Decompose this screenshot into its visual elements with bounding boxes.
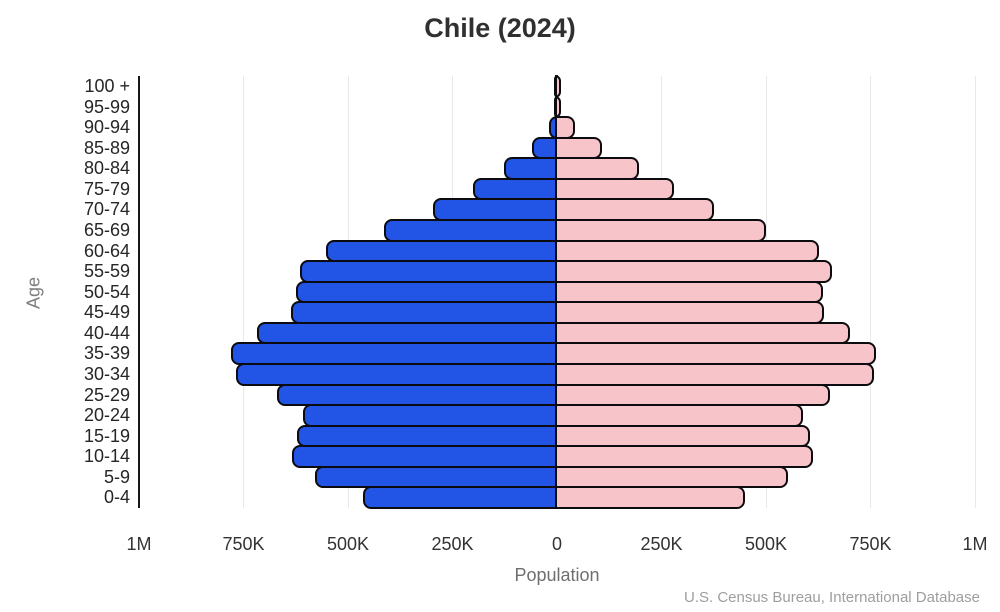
y-tick-label: 20-24 — [83, 405, 130, 426]
bar-male-75-79[interactable] — [472, 177, 557, 201]
y-tick-label: 75-79 — [83, 178, 130, 199]
bar-male-65-69[interactable] — [383, 219, 557, 242]
y-tick-label: 65-69 — [83, 220, 130, 240]
bar-male-45-49[interactable] — [291, 301, 557, 324]
bar-female-20-24[interactable] — [555, 404, 803, 427]
gridline — [974, 76, 976, 508]
x-tick-label: 250K — [431, 534, 474, 554]
bar-female-95-99[interactable] — [555, 95, 562, 119]
x-tick-label: 250K — [640, 534, 683, 554]
y-tick-label: 35-39 — [83, 343, 130, 364]
y-axis-line — [138, 76, 140, 508]
x-tick-label: 1M — [962, 534, 988, 554]
bar-male-50-54[interactable] — [296, 280, 557, 304]
bar-male-35-39[interactable] — [230, 342, 557, 365]
y-tick-label: 30-34 — [83, 364, 130, 384]
bar-female-30-34[interactable] — [555, 363, 874, 386]
bar-male-15-19[interactable] — [297, 424, 557, 448]
x-tick-label: 500K — [744, 534, 788, 554]
bar-female-70-74[interactable] — [555, 198, 715, 221]
bar-male-0-4[interactable] — [362, 486, 557, 509]
source-attribution: U.S. Census Bureau, International Databa… — [683, 589, 980, 606]
y-tick-label: 40-44 — [83, 322, 130, 343]
y-tick-label: 80-84 — [83, 158, 130, 179]
bar-male-85-89[interactable] — [531, 136, 557, 160]
bar-male-30-34[interactable] — [235, 363, 557, 386]
x-tick-label: 1M — [126, 534, 152, 554]
bar-female-50-54[interactable] — [555, 280, 823, 304]
bar-male-55-59[interactable] — [299, 260, 557, 283]
y-tick-label: 70-74 — [83, 199, 130, 220]
x-tick-label: 750K — [222, 534, 265, 554]
y-tick-label: 60-64 — [83, 240, 130, 261]
bar-female-85-89[interactable] — [555, 136, 603, 160]
bar-male-5-9[interactable] — [315, 465, 557, 489]
plot-area — [138, 75, 976, 509]
bar-female-100+[interactable] — [555, 75, 561, 98]
y-tick-label: 85-89 — [83, 137, 130, 158]
x-axis-title: Population — [514, 565, 600, 585]
y-tick-label: 100 + — [84, 76, 130, 96]
y-tick-label: 90-94 — [83, 117, 130, 138]
bar-female-25-29[interactable] — [555, 383, 830, 407]
bar-male-25-29[interactable] — [277, 383, 557, 407]
x-tick-label: 500K — [326, 534, 370, 554]
bar-female-80-84[interactable] — [555, 157, 639, 180]
bar-female-65-69[interactable] — [555, 219, 766, 242]
y-tick-label: 50-54 — [83, 281, 130, 302]
bar-female-5-9[interactable] — [555, 465, 789, 489]
bar-female-60-64[interactable] — [555, 239, 820, 263]
bar-female-45-49[interactable] — [555, 301, 825, 324]
bar-female-0-4[interactable] — [555, 486, 746, 509]
y-tick-label: 95-99 — [83, 96, 130, 117]
bar-male-20-24[interactable] — [303, 404, 557, 427]
y-tick-label: 10-14 — [83, 446, 130, 467]
y-tick-label: 55-59 — [83, 261, 130, 282]
y-tick-label: 0-4 — [103, 487, 130, 508]
gridline — [870, 76, 871, 508]
y-axis-tick-labels: 100 +95-99 90-94 85-89 80-84 75-79 70-74 65-69… — [0, 76, 130, 508]
chart-title: Chile (2024) — [424, 13, 576, 43]
bar-female-75-79[interactable] — [555, 177, 675, 201]
gridline — [243, 76, 244, 508]
bar-female-15-19[interactable] — [555, 424, 810, 448]
y-tick-label: 5-9 — [103, 466, 130, 487]
x-tick-label: 750K — [849, 534, 892, 554]
bar-female-55-59[interactable] — [555, 260, 833, 283]
y-tick-label: 15-19 — [83, 425, 130, 446]
x-tick-label: 0 — [551, 534, 562, 554]
y-tick-label: 45-49 — [83, 302, 130, 323]
bar-female-40-44[interactable] — [555, 321, 851, 345]
bar-female-10-14[interactable] — [555, 445, 814, 468]
bar-male-80-84[interactable] — [503, 157, 557, 180]
bar-female-35-39[interactable] — [555, 342, 876, 365]
bar-male-10-14[interactable] — [291, 445, 557, 468]
y-tick-label: 25-29 — [83, 384, 130, 405]
bar-male-60-64[interactable] — [325, 239, 557, 263]
bar-male-40-44[interactable] — [256, 321, 557, 345]
bar-female-90-94[interactable] — [555, 116, 576, 139]
bar-male-70-74[interactable] — [432, 198, 557, 221]
